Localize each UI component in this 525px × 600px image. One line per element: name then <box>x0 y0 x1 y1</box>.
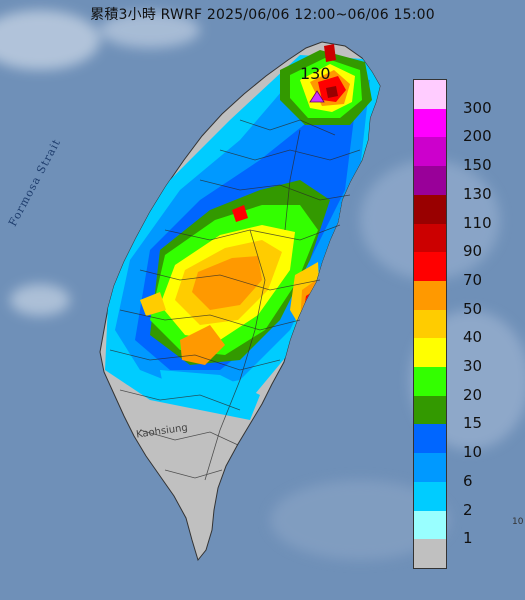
legend-swatch <box>414 510 446 540</box>
legend-label: 200 <box>463 127 492 146</box>
legend-swatch <box>414 395 446 425</box>
legend-label: 300 <box>463 98 492 117</box>
legend-swatch <box>414 481 446 511</box>
legend-label: 15 <box>463 414 483 433</box>
legend-label: 10 <box>463 443 483 462</box>
map-title: 累積3小時 RWRF 2025/06/06 12:00~06/06 15:00 <box>90 7 435 23</box>
color-legend <box>413 79 447 569</box>
peak-value-label: 130 <box>300 64 331 83</box>
legend-label: 1 <box>463 529 473 548</box>
legend-label: 30 <box>463 357 483 375</box>
rainfall-overlay <box>105 44 380 420</box>
legend-swatch <box>414 539 446 569</box>
legend-label: 6 <box>463 471 473 490</box>
legend-swatch <box>414 338 446 368</box>
legend-swatch <box>414 252 446 282</box>
legend-label: 150 <box>463 156 492 175</box>
corner-mark: 10 <box>512 517 524 527</box>
legend-label: 110 <box>463 213 492 232</box>
legend-swatch <box>414 137 446 167</box>
legend-label: 90 <box>463 242 483 261</box>
county-boundaries <box>109 119 361 481</box>
peak-marker-icon <box>309 90 325 103</box>
legend-swatch <box>414 166 446 196</box>
legend-label: 70 <box>463 270 483 289</box>
legend-label: 20 <box>463 385 483 404</box>
legend-swatch <box>414 367 446 397</box>
legend-label: 2 <box>463 500 473 519</box>
legend-swatch <box>414 453 446 483</box>
legend-swatch <box>414 223 446 253</box>
legend-label: 40 <box>463 328 483 347</box>
legend-label: 50 <box>463 299 483 318</box>
legend-label: 130 <box>463 184 492 203</box>
legend-swatch <box>414 80 446 110</box>
legend-swatch <box>414 194 446 224</box>
legend-swatch <box>414 280 446 311</box>
legend-swatch <box>414 424 446 454</box>
legend-swatch <box>414 108 446 138</box>
legend-swatch <box>414 309 446 339</box>
